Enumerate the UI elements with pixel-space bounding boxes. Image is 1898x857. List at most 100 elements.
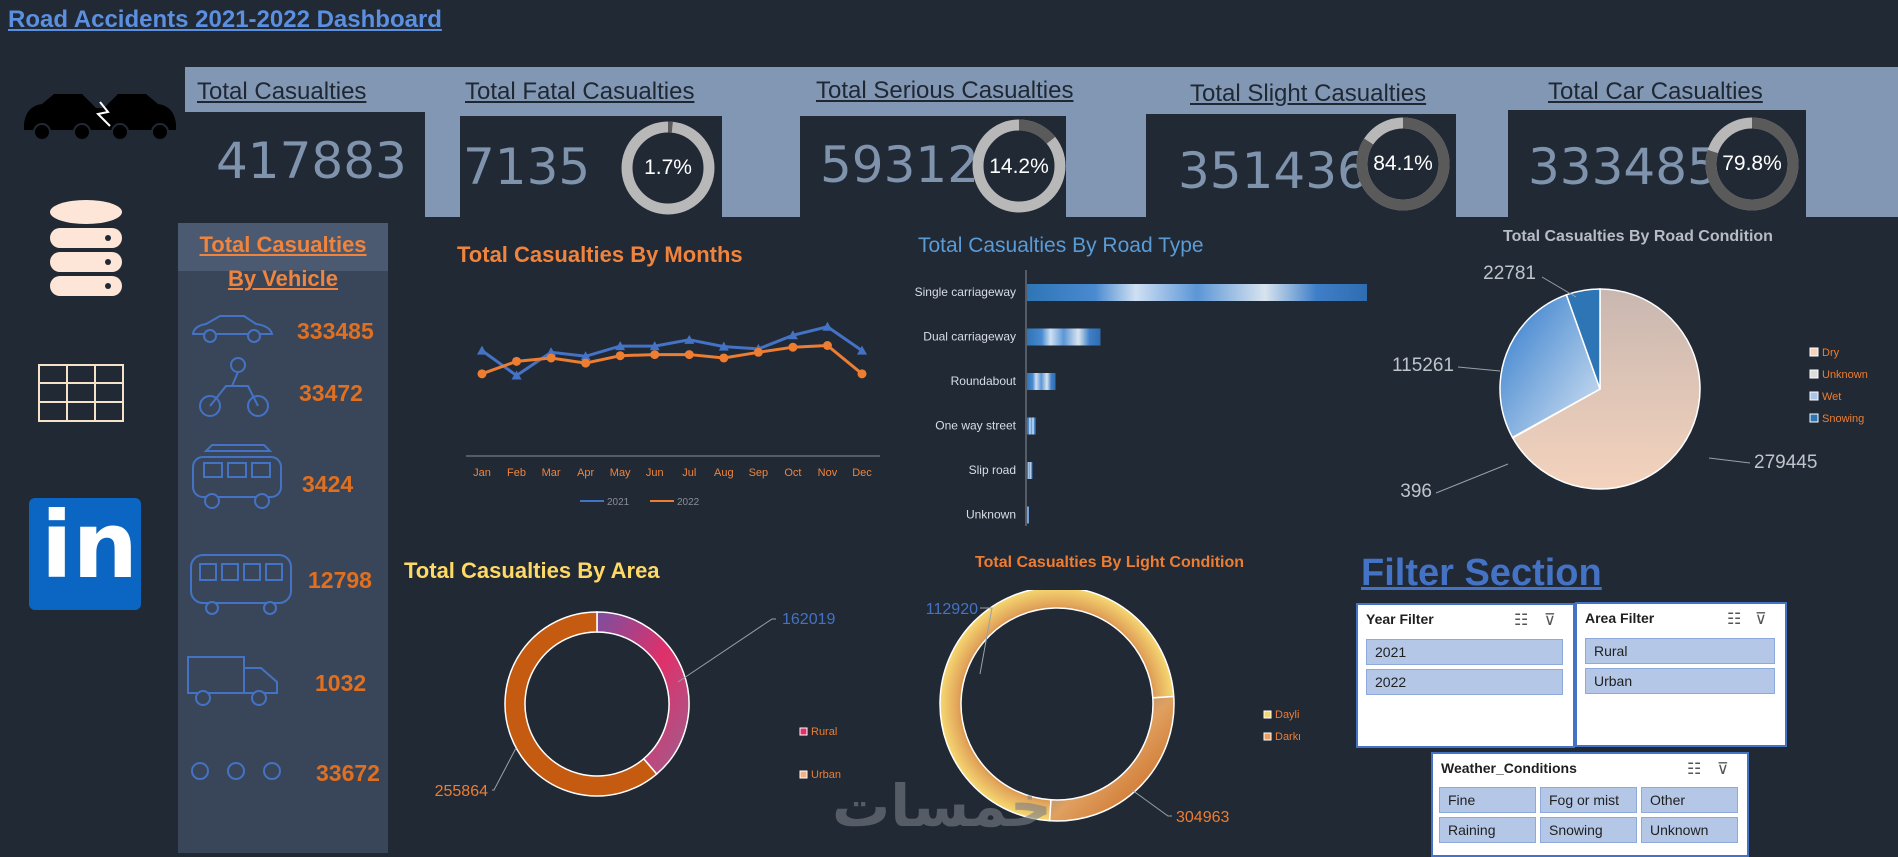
- area-option-urban[interactable]: Urban: [1585, 668, 1775, 694]
- point-2021: [649, 341, 660, 351]
- truck-icon: [187, 656, 278, 706]
- leader-line: [1131, 789, 1172, 817]
- area-filter-title: Area Filter: [1585, 610, 1655, 626]
- point-2022: [650, 350, 660, 360]
- pie-slice-snowing: [1565, 288, 1601, 390]
- multi-select-icon[interactable]: ☷: [1727, 611, 1750, 628]
- weather-option-raining[interactable]: Raining: [1439, 817, 1536, 843]
- legend-label: Wet: [1822, 391, 1841, 403]
- legend-label: Rural: [811, 726, 837, 738]
- kpi-value-serious: 59312: [820, 136, 980, 194]
- point-2022: [546, 353, 556, 363]
- weather-option-snowing[interactable]: Snowing: [1540, 817, 1637, 843]
- other-dots-icon: [191, 762, 281, 780]
- point-2021: [511, 370, 522, 380]
- sidebar: in: [0, 62, 178, 853]
- bus-icon: [190, 554, 292, 615]
- vehicle-value-bus: 12798: [308, 567, 372, 593]
- vehicle-value-van: 3424: [302, 471, 354, 497]
- y-tick-label: One way street: [935, 419, 1016, 433]
- point-2022: [857, 369, 867, 379]
- data-label: 304963: [1176, 809, 1229, 826]
- legend-swatch: [799, 727, 808, 736]
- kpi-title-total: Total Casualties: [197, 78, 367, 105]
- vehicle-value-motorbike: 33472: [299, 380, 363, 406]
- point-2022: [615, 351, 625, 361]
- point-2021: [615, 341, 626, 351]
- weather-option-unknown[interactable]: Unknown: [1641, 817, 1738, 843]
- bar: [1027, 506, 1029, 524]
- y-tick-label: Single carriageway: [915, 285, 1016, 299]
- year-filter-slicer: Year Filter ☷ ⊽ 2021 2022: [1356, 603, 1575, 748]
- point-2022: [477, 369, 487, 379]
- point-2022: [753, 347, 763, 357]
- area-filter-slicer: Area Filter ☷ ⊽ Rural Urban: [1575, 602, 1787, 747]
- data-label: 162019: [782, 611, 835, 628]
- filter-section-title: Filter Section: [1361, 552, 1602, 594]
- area-option-rural[interactable]: Rural: [1585, 638, 1775, 664]
- table-icon[interactable]: [38, 364, 124, 422]
- x-tick-label: Oct: [784, 467, 801, 479]
- weather-option-fine[interactable]: Fine: [1439, 787, 1536, 813]
- kpi-title-serious: Total Serious Casualties: [816, 77, 1074, 104]
- watermark: خمسات: [832, 772, 1052, 840]
- clear-filter-icon[interactable]: ⊽: [1755, 611, 1775, 628]
- weather-filter-slicer: Weather_Conditions ☷ ⊽ Fine Fog or mist …: [1431, 752, 1749, 857]
- legend-label-2022: 2022: [677, 497, 700, 508]
- car-pct: 79.8%: [1722, 152, 1782, 175]
- legend-label: Daylight: [1275, 709, 1300, 721]
- data-label: 22781: [1483, 263, 1536, 284]
- kpi-title-fatal: Total Fatal Casualties: [465, 78, 695, 105]
- fatal-ring: [621, 121, 715, 215]
- van-icon: [192, 444, 282, 509]
- y-tick-label: Roundabout: [951, 374, 1017, 388]
- donut-slice-urban: [504, 611, 658, 797]
- database-icon[interactable]: [46, 198, 126, 298]
- car-icon: [191, 315, 274, 343]
- point-2021: [857, 345, 867, 355]
- car-ring: [1705, 117, 1799, 211]
- motorbike-icon: [199, 357, 269, 417]
- area-chart-title: Total Casualties By Area: [404, 558, 660, 583]
- x-tick-label: Sep: [749, 467, 769, 479]
- year-option-2021[interactable]: 2021: [1366, 639, 1563, 665]
- point-2021: [580, 351, 591, 361]
- donut-slice-daylight: [939, 590, 1175, 822]
- vehicle-title-line2: By Vehicle: [227, 266, 339, 291]
- series-line-2022: [481, 343, 863, 376]
- legend-swatch: [1263, 732, 1272, 741]
- x-tick-label: Feb: [507, 467, 526, 479]
- x-tick-label: May: [610, 467, 631, 479]
- kpi-title-slight: Total Slight Casualties: [1190, 80, 1427, 107]
- month-chart-title: Total Casualties By Months: [457, 242, 743, 267]
- x-tick-label: Apr: [577, 467, 594, 479]
- road-condition-pie-chart: 279445 396 115261 22781 Dry Unknown Wet Snowing: [1392, 263, 1868, 502]
- point-2021: [684, 334, 695, 344]
- car-crash-icon[interactable]: [20, 84, 180, 144]
- legend-label-2021: 2021: [607, 497, 630, 508]
- dashboard-title: Road Accidents 2021-2022 Dashboard: [8, 6, 442, 33]
- weather-filter-title: Weather_Conditions: [1441, 760, 1577, 776]
- leader-line: [492, 747, 517, 791]
- x-tick-label: Jan: [473, 467, 491, 479]
- vehicle-value-truck: 1032: [315, 670, 367, 696]
- leader-line: [1708, 457, 1751, 464]
- x-tick-label: Jun: [646, 467, 664, 479]
- multi-select-icon[interactable]: ☷: [1514, 612, 1537, 629]
- year-option-2022[interactable]: 2022: [1366, 669, 1563, 695]
- weather-option-other[interactable]: Other: [1641, 787, 1738, 813]
- clear-filter-icon[interactable]: ⊽: [1717, 761, 1737, 778]
- ring-fill-1: [621, 121, 715, 215]
- linkedin-icon[interactable]: in: [29, 492, 141, 610]
- clear-filter-icon[interactable]: ⊽: [1544, 612, 1564, 629]
- data-label: 279445: [1754, 452, 1817, 473]
- ring-fill-4: [1705, 117, 1799, 211]
- bar: [1027, 373, 1056, 390]
- year-filter-title: Year Filter: [1366, 611, 1434, 627]
- ring-fill-3: [1356, 117, 1450, 211]
- point-2022: [684, 350, 694, 360]
- multi-select-icon[interactable]: ☷: [1687, 761, 1710, 778]
- weather-option-fog[interactable]: Fog or mist: [1540, 787, 1637, 813]
- data-label: 112920: [926, 601, 978, 618]
- fatal-pct: 1.7%: [644, 156, 692, 179]
